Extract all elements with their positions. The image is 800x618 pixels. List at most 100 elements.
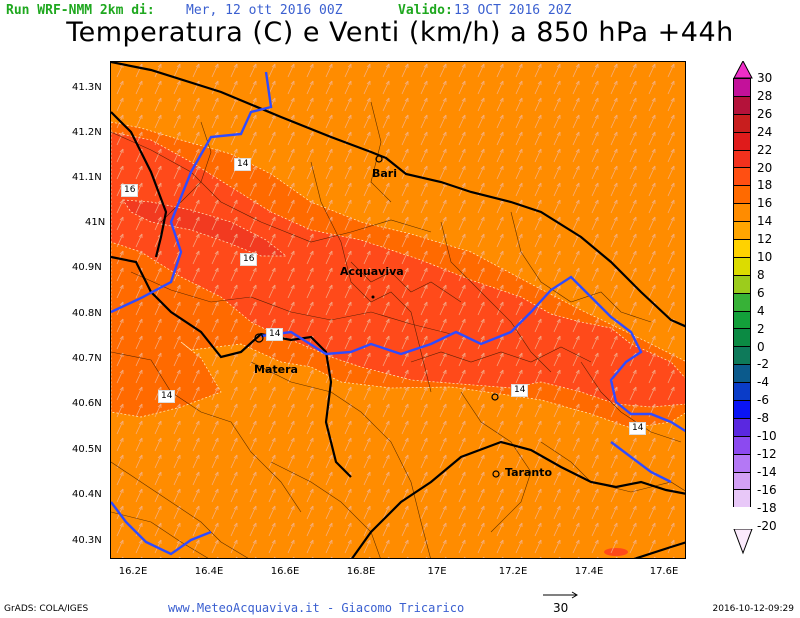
colorbar-label: -14 — [757, 464, 777, 479]
colorbar-label: -8 — [757, 411, 769, 426]
colorbar-cell — [733, 221, 751, 240]
lat-label: 41.3N — [72, 82, 102, 93]
colorbar-label: -16 — [757, 482, 777, 497]
city-marker-lake — [491, 393, 499, 401]
colorbar-label: 18 — [757, 178, 773, 193]
site-credit-link[interactable]: www.MeteoAcquaviva.it - Giacomo Tricaric… — [168, 601, 465, 615]
lat-label: 41.2N — [72, 127, 102, 138]
reference-wind-value: 30 — [553, 601, 569, 615]
colorbar-label: 16 — [757, 196, 773, 211]
colorbar-label: 28 — [757, 88, 773, 103]
lat-label: 40.6N — [72, 398, 102, 409]
city-label-matera: Matera — [254, 363, 298, 376]
colorbar-cell — [733, 203, 751, 222]
contour-label: 14 — [158, 390, 176, 403]
contour-label: 14 — [266, 328, 284, 341]
colorbar-cell — [733, 346, 751, 365]
colorbar-label: 14 — [757, 214, 773, 229]
lat-label: 40.4N — [72, 489, 102, 500]
colorbar-cell — [733, 364, 751, 383]
contour-label: 14 — [234, 158, 252, 171]
colorbar-bottom-arrow — [733, 529, 753, 555]
city-marker-taranto — [492, 470, 500, 478]
lon-label: 16.2E — [118, 566, 148, 577]
colorbar-label: 20 — [757, 160, 773, 175]
regional-border — [111, 71, 685, 556]
colorbar-cell — [733, 435, 751, 454]
city-marker-matera — [254, 333, 264, 343]
temperature-map[interactable] — [110, 61, 686, 559]
city-label-acquaviva: Acquaviva — [340, 265, 404, 278]
lat-label: 40.8N — [72, 308, 102, 319]
colorbar-cell — [733, 274, 751, 293]
colorbar-cell — [733, 417, 751, 436]
colorbar-cell — [733, 256, 751, 275]
lat-label: 40.5N — [72, 444, 102, 455]
lon-label: 16.4E — [194, 566, 224, 577]
lon-label: 17E — [427, 566, 447, 577]
colorbar-cell — [733, 95, 751, 114]
colorbar-label: -18 — [757, 500, 777, 515]
colorbar-top-arrow — [733, 61, 753, 79]
colorbar-label: -6 — [757, 393, 769, 408]
colorbar-cell — [733, 78, 751, 96]
colorbar-cell — [733, 113, 751, 132]
run-label: Run WRF-NMM 2km di: — [6, 3, 155, 18]
lon-label: 17.6E — [649, 566, 679, 577]
colorbar-cell — [733, 382, 751, 401]
colorbar-cell — [733, 471, 751, 490]
colorbar-label: 4 — [757, 303, 765, 318]
lon-label: 16.8E — [346, 566, 376, 577]
contour-label: 16 — [240, 253, 258, 266]
colorbar — [733, 78, 753, 508]
lon-label: 17.4E — [574, 566, 604, 577]
colorbar-label: 6 — [757, 285, 765, 300]
contour-label: 14 — [629, 422, 647, 435]
colorbar-cell — [733, 489, 751, 508]
coastline — [351, 440, 685, 558]
colorbar-label: 2 — [757, 321, 765, 336]
municipal-borders — [111, 101, 685, 558]
map-canvas — [111, 62, 685, 558]
colorbar-label: 26 — [757, 106, 773, 121]
valid-date: 13 OCT 2016 20Z — [454, 3, 572, 18]
colorbar-cell — [733, 131, 751, 150]
lat-label: 41.1N — [72, 172, 102, 183]
colorbar-label: -10 — [757, 429, 777, 443]
colorbar-label: 12 — [757, 232, 773, 247]
colorbar-cell — [733, 310, 751, 329]
city-marker-bari — [375, 155, 383, 163]
lat-label: 40.7N — [72, 353, 102, 364]
city-marker-acquaviva — [371, 295, 375, 299]
generation-date: 2016-10-12-09:29 — [712, 604, 795, 614]
contour-label: 14 — [511, 384, 529, 397]
colorbar-label: 22 — [757, 142, 773, 157]
colorbar-cell — [733, 453, 751, 472]
lat-label: 40.9N — [72, 262, 102, 273]
contour-label: 16 — [121, 184, 139, 197]
city-label-bari: Bari — [372, 167, 398, 180]
reference-wind-arrow — [543, 591, 578, 599]
colorbar-cell — [733, 400, 751, 418]
colorbar-label: 8 — [757, 267, 765, 282]
colorbar-cell — [733, 292, 751, 311]
colorbar-label: -4 — [757, 375, 769, 390]
colorbar-cell — [733, 185, 751, 204]
colorbar-cell — [733, 328, 751, 347]
colorbar-cell — [733, 167, 751, 186]
map-title: Temperatura (C) e Venti (km/h) a 850 hPa… — [66, 17, 734, 48]
coastline — [633, 541, 685, 558]
grads-credit: GrADS: COLA/IGES — [4, 604, 89, 614]
lon-label: 16.6E — [270, 566, 300, 577]
colorbar-label: -20 — [757, 518, 777, 533]
lat-label: 40.3N — [72, 535, 102, 546]
valid-label: Valido: — [398, 3, 453, 18]
run-date: Mer, 12 ott 2016 00Z — [186, 3, 343, 18]
colorbar-cell — [733, 149, 751, 168]
lon-label: 17.2E — [498, 566, 528, 577]
colorbar-label: -12 — [757, 446, 777, 461]
colorbar-label: 10 — [757, 250, 773, 264]
colorbar-label: 24 — [757, 124, 773, 139]
colorbar-label: -2 — [757, 357, 769, 372]
city-label-taranto: Taranto — [505, 466, 553, 479]
